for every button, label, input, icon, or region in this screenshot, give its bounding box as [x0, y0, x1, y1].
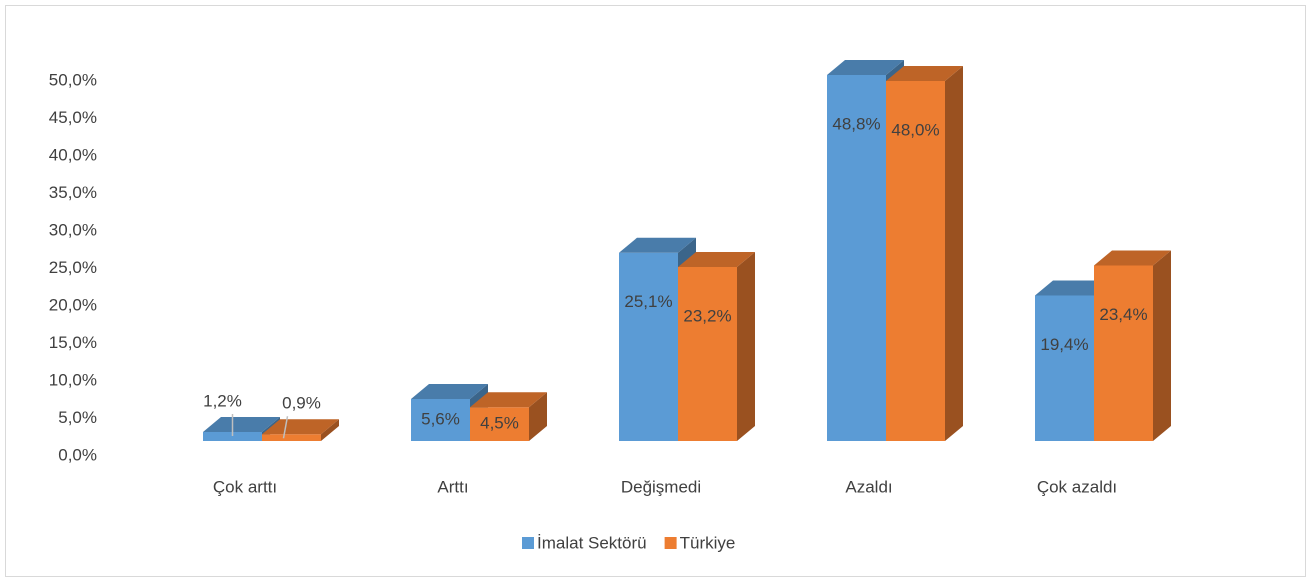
- data-label: 19,4%: [1040, 335, 1088, 354]
- data-label: 5,6%: [421, 409, 460, 428]
- bar-side: [529, 392, 547, 441]
- bar-top: [827, 60, 904, 75]
- bar-side: [737, 252, 755, 441]
- data-label: 48,8%: [832, 114, 880, 133]
- bar-top: [678, 252, 755, 267]
- y-tick-label: 0,0%: [58, 445, 97, 464]
- bar-side: [1153, 250, 1171, 441]
- data-label: 23,2%: [683, 306, 731, 325]
- bar: [678, 267, 737, 441]
- bar: [411, 399, 470, 441]
- x-tick-label: Çok arttı: [213, 477, 277, 496]
- bar-top: [1035, 280, 1112, 296]
- bar: [470, 407, 529, 441]
- bar-side: [945, 66, 963, 441]
- y-tick-label: 20,0%: [49, 295, 97, 314]
- data-label: 25,1%: [624, 292, 672, 311]
- bar: [619, 252, 678, 441]
- bar: [1035, 295, 1094, 441]
- y-tick-label: 30,0%: [49, 220, 97, 239]
- bar-top: [470, 392, 547, 408]
- x-tick-label: Çok azaldı: [1037, 477, 1117, 496]
- y-tick-label: 5,0%: [58, 408, 97, 427]
- data-label: 4,5%: [480, 414, 519, 433]
- bar: [827, 75, 886, 441]
- y-tick-label: 10,0%: [49, 370, 97, 389]
- x-tick-label: Azaldı: [845, 477, 892, 496]
- y-tick-label: 45,0%: [49, 108, 97, 127]
- leader-line: [282, 416, 289, 439]
- data-label: 48,0%: [891, 120, 939, 139]
- bar: [203, 432, 262, 441]
- bar-side: [321, 419, 339, 441]
- legend-label: İmalat Sektörü: [537, 533, 647, 552]
- y-tick-label: 50,0%: [49, 70, 97, 89]
- bar-top: [886, 66, 963, 81]
- y-tick-label: 35,0%: [49, 183, 97, 202]
- data-label: 0,9%: [282, 394, 321, 413]
- legend-swatch: [522, 537, 534, 549]
- bar: [262, 434, 321, 441]
- legend-swatch: [664, 537, 677, 549]
- y-tick-label: 15,0%: [49, 333, 97, 352]
- bar-top: [262, 419, 339, 435]
- bar: [1094, 265, 1153, 441]
- y-tick-label: 40,0%: [49, 145, 97, 164]
- x-tick-label: Değişmedi: [621, 477, 701, 496]
- bar-top: [411, 384, 488, 399]
- bar: [886, 81, 945, 441]
- data-label: 1,2%: [203, 391, 242, 410]
- bar-top: [203, 417, 280, 432]
- legend-label: Türkiye: [680, 533, 736, 552]
- x-tick-label: Arttı: [437, 477, 468, 496]
- y-tick-label: 25,0%: [49, 258, 97, 277]
- bar-top: [619, 237, 696, 253]
- data-label: 23,4%: [1099, 305, 1147, 324]
- bar-top: [1094, 250, 1171, 266]
